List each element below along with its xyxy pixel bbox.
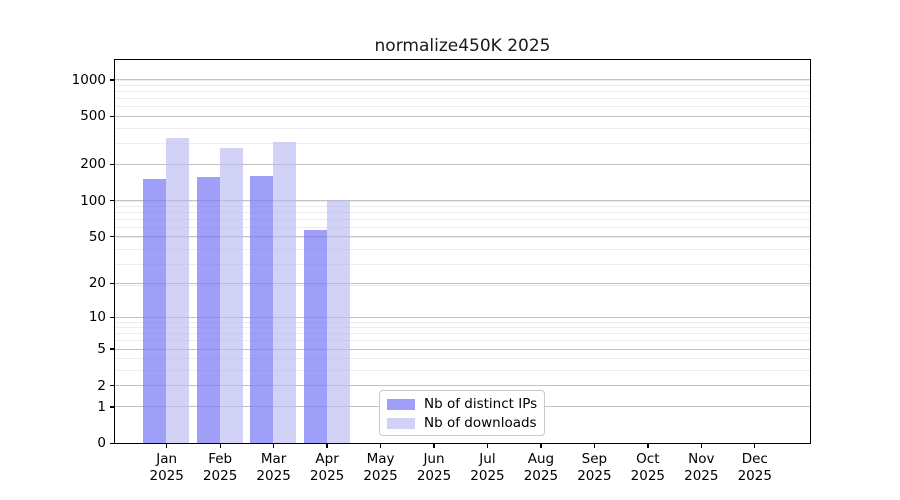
y-tick-mark xyxy=(110,79,115,81)
bar-jan-downloads xyxy=(166,137,190,443)
bar-apr-distinct-ips xyxy=(303,230,327,443)
x-tick-label-oct: Oct 2025 xyxy=(630,451,665,484)
minor-gridline xyxy=(114,340,810,342)
x-tick-label-mar: Mar 2025 xyxy=(256,451,291,484)
major-gridline xyxy=(114,385,810,387)
minor-gridline xyxy=(114,248,810,250)
x-tick-mark xyxy=(700,443,702,449)
x-tick-label-jun: Jun 2025 xyxy=(416,451,452,484)
y-tick-mark xyxy=(110,316,115,318)
minor-gridline xyxy=(114,127,810,129)
y-tick-mark xyxy=(110,348,115,350)
y-tick-label: 0 xyxy=(97,435,106,452)
y-tick-label: 5 xyxy=(97,341,106,358)
x-tick-mark xyxy=(754,443,756,449)
x-tick-label-feb: Feb 2025 xyxy=(202,451,238,484)
minor-gridline xyxy=(114,263,810,265)
minor-gridline xyxy=(114,237,810,239)
legend-label-downloads: Nb of downloads xyxy=(424,415,537,431)
minor-gridline xyxy=(114,333,810,335)
x-tick-mark xyxy=(273,443,275,449)
minor-gridline xyxy=(114,321,810,323)
y-tick-mark xyxy=(110,199,115,202)
minor-gridline xyxy=(114,206,810,208)
x-tick-mark xyxy=(540,443,542,449)
minor-gridline xyxy=(114,227,810,229)
y-tick-label: 1000 xyxy=(71,71,106,88)
y-tick-label: 100 xyxy=(80,192,106,209)
minor-gridline xyxy=(114,85,810,87)
minor-gridline xyxy=(114,285,810,287)
y-tick-mark xyxy=(110,406,115,408)
minor-gridline xyxy=(114,219,810,221)
minor-gridline xyxy=(114,142,810,144)
bar-jan-distinct-ips xyxy=(143,179,167,443)
y-tick-mark xyxy=(110,235,115,238)
x-tick-label-dec: Dec 2025 xyxy=(737,451,772,484)
bar-feb-downloads xyxy=(219,148,243,443)
minor-gridline xyxy=(114,91,810,93)
y-tick-label: 1 xyxy=(97,398,106,415)
y-tick-mark xyxy=(110,115,115,118)
y-tick-mark xyxy=(110,442,115,444)
major-gridline xyxy=(114,200,810,202)
major-gridline xyxy=(114,115,810,117)
bar-mar-downloads xyxy=(273,141,297,443)
y-tick-label: 2 xyxy=(97,377,106,394)
y-tick-mark xyxy=(110,282,115,284)
x-tick-mark xyxy=(647,443,649,449)
x-tick-label-apr: Apr 2025 xyxy=(309,451,345,484)
y-tick-label: 10 xyxy=(88,309,106,326)
minor-gridline xyxy=(114,98,810,100)
legend-swatch-downloads xyxy=(387,418,415,429)
x-tick-mark xyxy=(166,443,168,449)
y-tick-mark xyxy=(110,163,115,166)
x-tick-label-aug: Aug 2025 xyxy=(523,451,559,484)
x-tick-label-jan: Jan 2025 xyxy=(149,451,184,484)
y-tick-label: 200 xyxy=(80,156,106,173)
minor-gridline xyxy=(114,369,810,371)
major-gridline xyxy=(114,282,810,284)
bar-apr-downloads xyxy=(326,200,350,443)
major-gridline xyxy=(114,348,810,350)
y-tick-mark xyxy=(110,384,115,387)
x-tick-mark xyxy=(219,443,221,449)
major-gridline xyxy=(114,79,810,81)
minor-gridline xyxy=(114,200,810,202)
x-tick-label-nov: Nov 2025 xyxy=(684,451,719,484)
x-tick-label-may: May 2025 xyxy=(363,451,398,484)
legend-item: Nb of distinct IPs xyxy=(387,395,544,414)
minor-gridline xyxy=(114,106,810,108)
y-tick-label: 50 xyxy=(88,228,106,245)
x-tick-mark xyxy=(486,443,489,449)
minor-gridline xyxy=(114,327,810,329)
x-tick-label-sep: Sep 2025 xyxy=(577,451,612,484)
chart-title: normalize450K 2025 xyxy=(374,36,551,56)
x-tick-mark xyxy=(433,443,435,449)
y-tick-label: 20 xyxy=(88,275,106,292)
minor-gridline xyxy=(114,358,810,360)
y-tick-label: 500 xyxy=(80,108,106,125)
major-gridline xyxy=(114,163,810,165)
plot-area xyxy=(113,58,811,444)
plot-canvas xyxy=(114,60,810,443)
x-tick-mark xyxy=(593,443,596,449)
x-tick-mark xyxy=(326,443,328,449)
major-gridline xyxy=(114,316,810,318)
legend-swatch-distinct-ips xyxy=(387,399,415,410)
legend-item: Nb of downloads xyxy=(387,414,544,433)
legend: Nb of distinct IPs Nb of downloads xyxy=(379,390,545,436)
x-tick-mark xyxy=(379,443,382,449)
x-tick-label-jul: Jul 2025 xyxy=(470,451,505,484)
bar-feb-distinct-ips xyxy=(196,177,220,443)
bar-mar-distinct-ips xyxy=(250,175,274,443)
major-gridline xyxy=(114,236,810,237)
legend-label-distinct-ips: Nb of distinct IPs xyxy=(424,396,538,412)
minor-gridline xyxy=(114,212,810,214)
